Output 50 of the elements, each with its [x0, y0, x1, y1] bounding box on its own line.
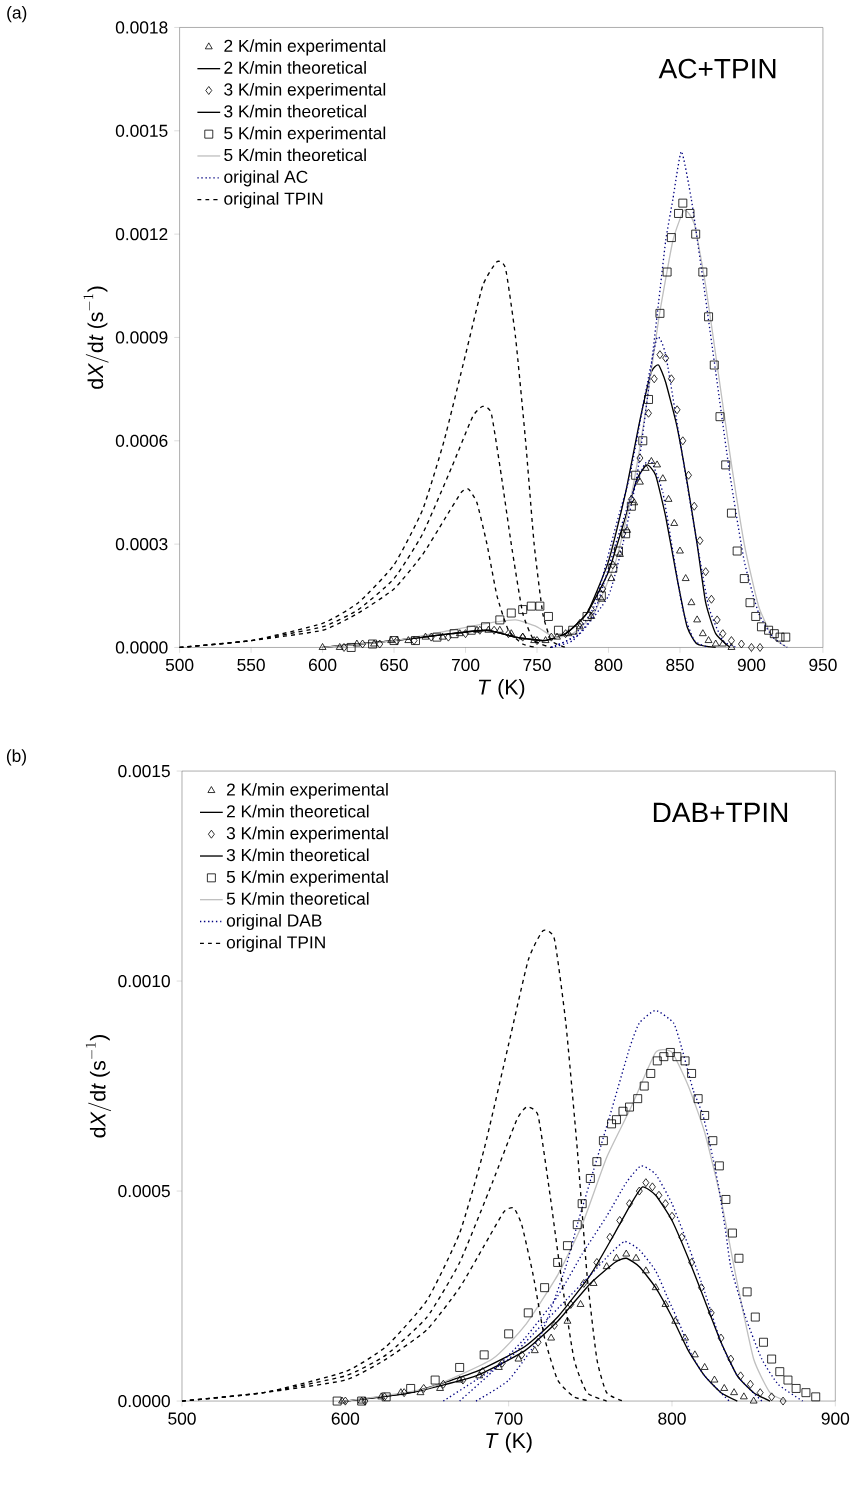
legend-label: original TPIN	[224, 192, 323, 209]
legend-label: 5 K/min experimental	[226, 870, 388, 887]
x-tick-label: 850	[666, 658, 694, 672]
legend-label: 2 K/min experimental	[224, 39, 386, 56]
y-tick-label: 0.0015	[118, 764, 170, 778]
y-axis-title: $\textrm{d}\textit{X}/\textrm{d}\textit{t}\textrm{ (s}^{-1}\textrm{)}$	[85, 1035, 112, 1138]
x-tick-label: 650	[380, 658, 408, 672]
text: (a)	[7, 6, 27, 23]
x-tick-label: 900	[821, 1412, 850, 1425]
text: (b)	[6, 749, 26, 766]
x-tick-label: 750	[523, 658, 551, 672]
x-tick-label: 800	[594, 658, 623, 672]
x-tick-label: 600	[331, 1412, 360, 1425]
y-tick-label: 0.0005	[118, 1184, 170, 1198]
x-tick-label: 500	[165, 658, 194, 672]
x-axis-title: T (K)	[486, 1432, 532, 1453]
legend-label: 2 K/min theoretical	[226, 804, 369, 818]
x-tick-label: 500	[168, 1412, 196, 1425]
y-tick-label: 0.0012	[115, 227, 168, 241]
x-tick-label: 700	[495, 1412, 523, 1425]
legend-label: original DAB	[226, 913, 322, 931]
legend-label: 3 K/min experimental	[226, 826, 388, 843]
y-tick-label: 0.0003	[115, 537, 168, 551]
y-tick-label: 0.0000	[115, 641, 168, 654]
y-tick-label: 0.0009	[115, 331, 168, 344]
legend-label: 2 K/min theoretical	[224, 61, 366, 74]
legend-label: 5 K/min theoretical	[226, 892, 369, 905]
legend-label: 3 K/min theoretical	[226, 848, 369, 862]
x-tick-label: 950	[809, 658, 837, 672]
x-tick-label: 700	[451, 658, 480, 672]
x-tick-label: 550	[237, 658, 265, 672]
legend-label: 5 K/min theoretical	[224, 148, 366, 162]
legend-label: original AC	[224, 170, 308, 187]
x-tick-label: 900	[737, 658, 766, 672]
x-axis-title: T (K)	[478, 678, 525, 699]
legend-label: original TPIN	[226, 935, 325, 952]
legend-label: 3 K/min theoretical	[224, 104, 366, 118]
y-tick-label: 0.0018	[115, 21, 168, 34]
annotation: AC+TPIN	[658, 58, 776, 79]
y-tick-label: 0.0010	[118, 974, 170, 988]
y-tick-label: 0.0000	[118, 1394, 170, 1408]
y-axis-title: $\textrm{d}\textit{X}/\textrm{d}\textit{t}\textrm{ (s}^{-1}\textrm{)}$	[83, 286, 109, 389]
y-tick-label: 0.0006	[115, 434, 168, 447]
legend-label: 2 K/min experimental	[226, 782, 388, 800]
legend-label: 3 K/min experimental	[224, 82, 386, 100]
annotation: DAB+TPIN	[653, 802, 788, 823]
legend-label: 5 K/min experimental	[224, 126, 386, 143]
x-tick-label: 800	[658, 1412, 686, 1425]
y-tick-label: 0.0015	[115, 124, 168, 137]
x-tick-label: 600	[308, 658, 337, 672]
